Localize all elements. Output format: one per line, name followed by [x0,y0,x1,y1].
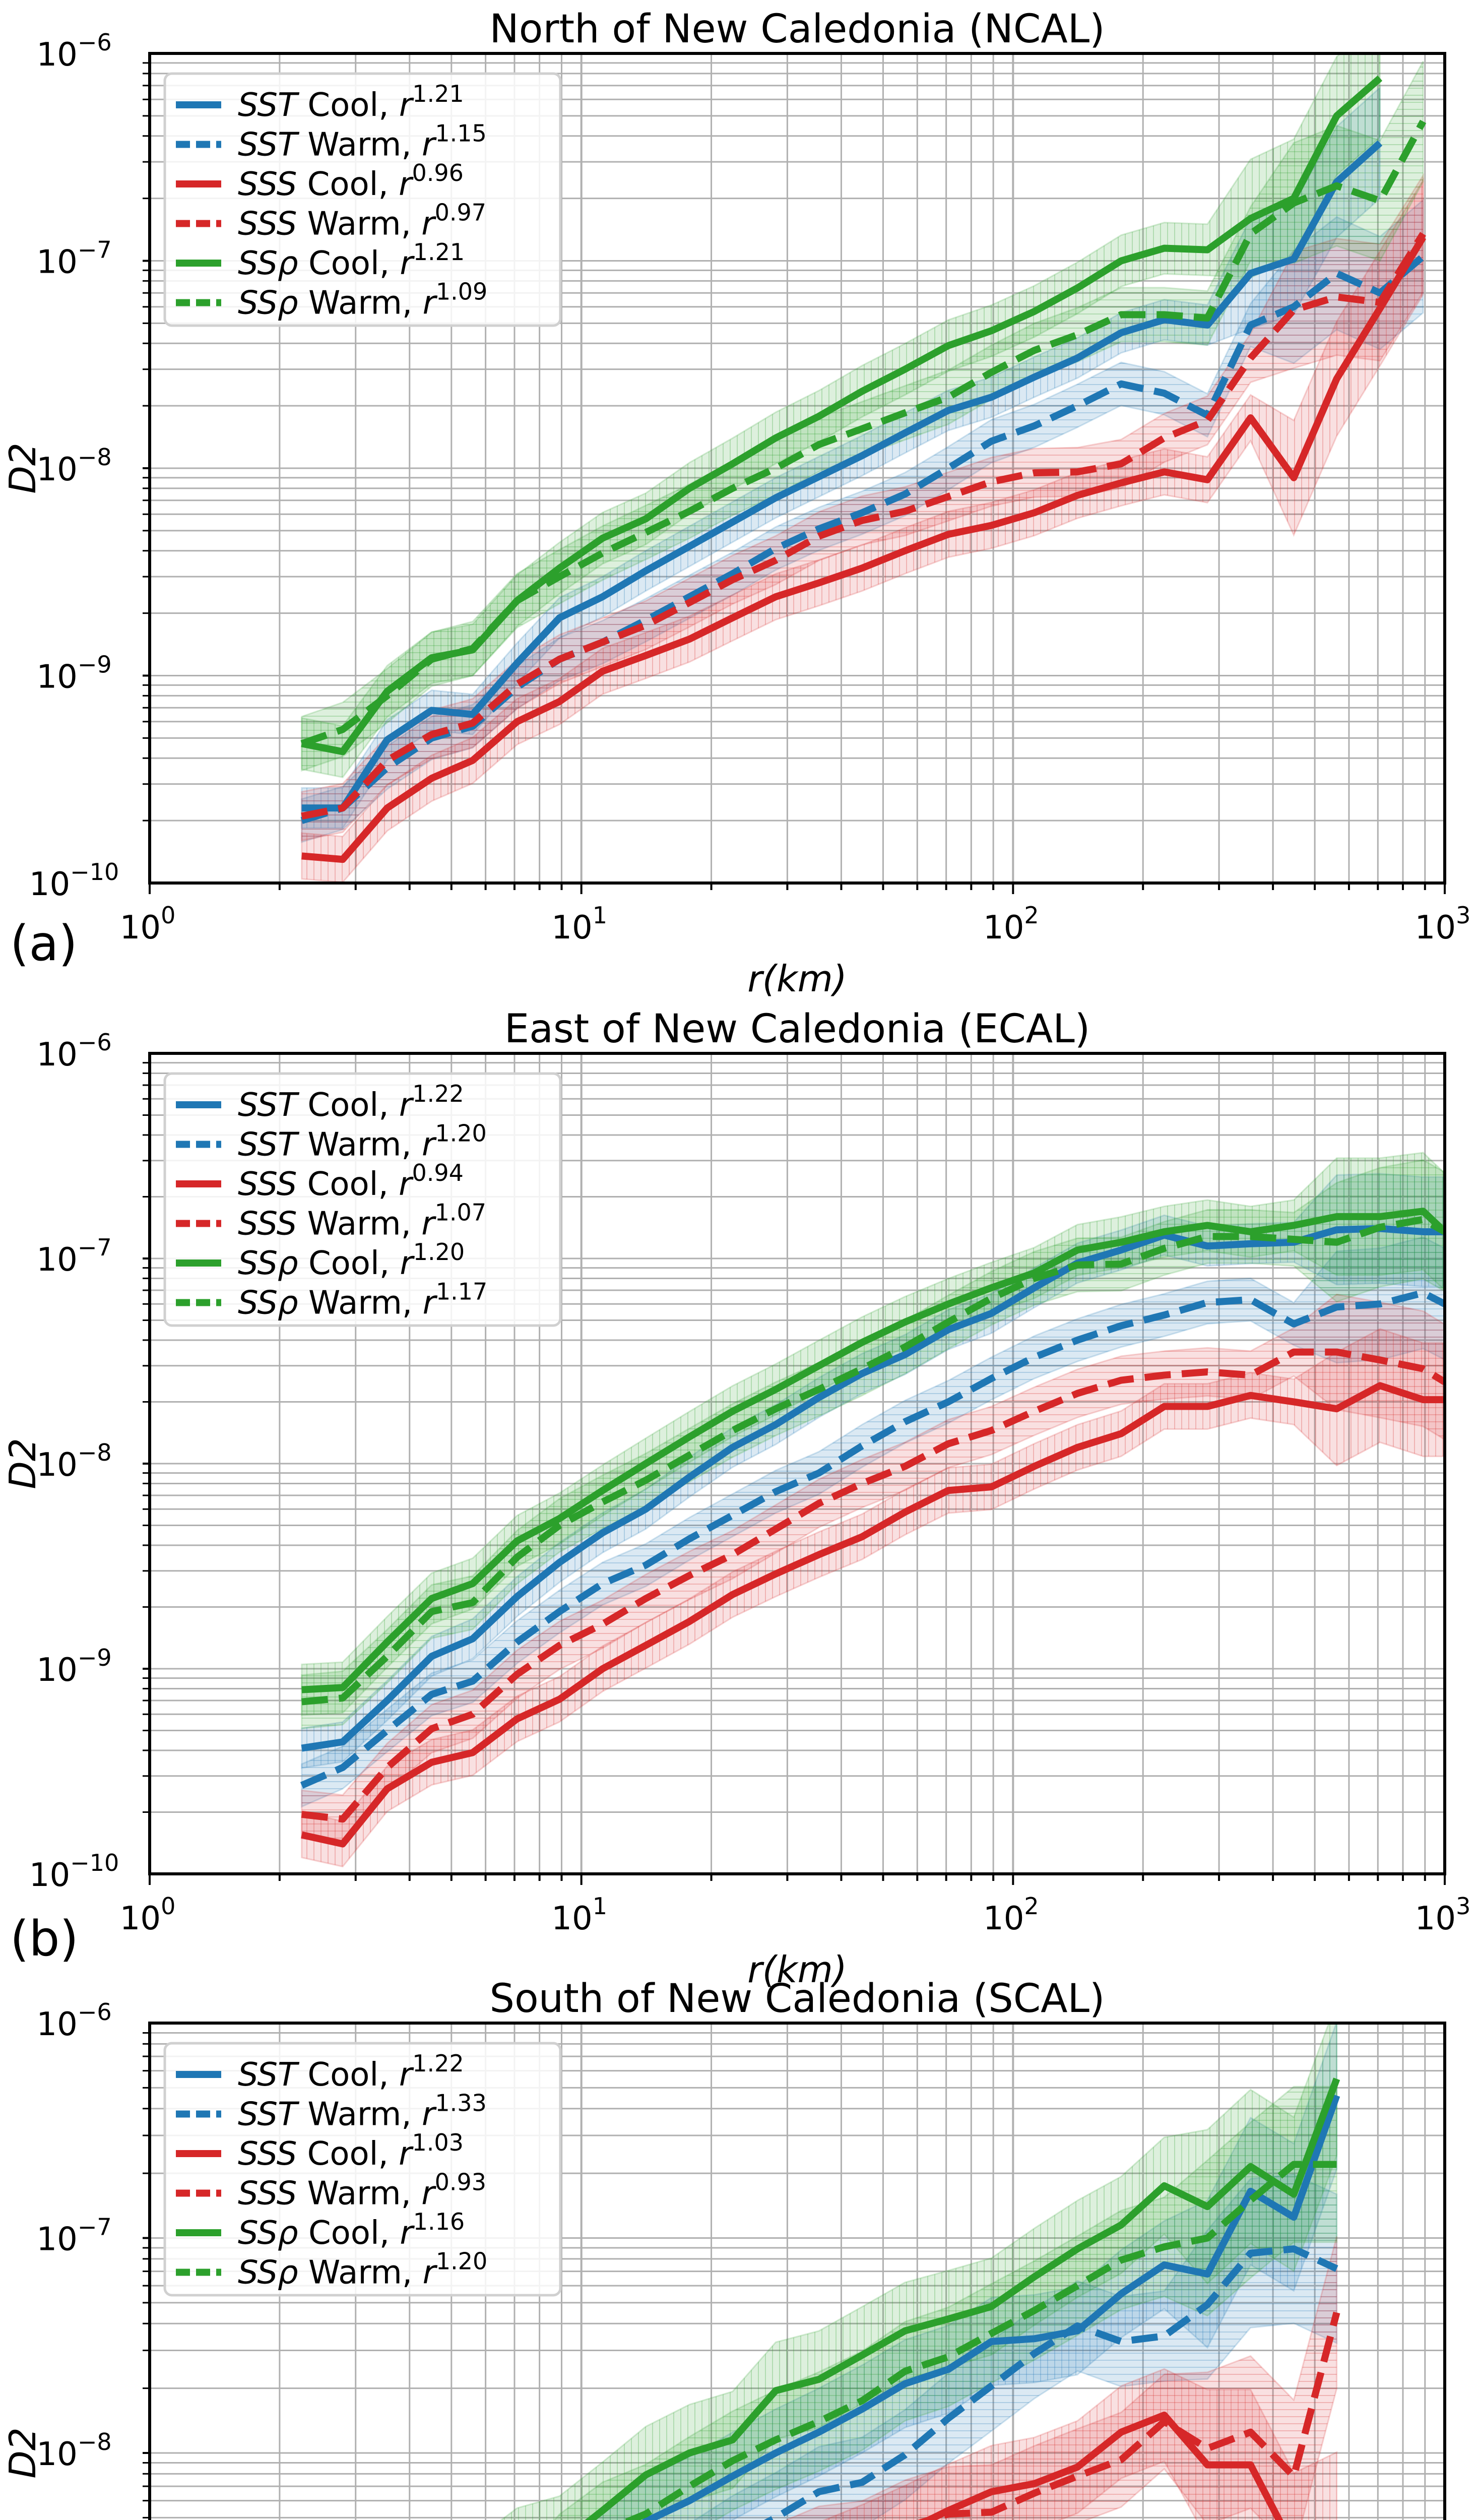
y-tick-label: 10−6 [36,1998,111,2043]
series-line-sss_warm [301,1348,1445,1823]
legend-label-ssr_warm: SSρ Warm, r1.17 [238,1278,487,1322]
x-tick-label: 100 [120,902,176,947]
legend-label-sss_cool: SSS Cool, r0.94 [238,1159,464,1203]
y-tick-label: 10−8 [36,444,111,488]
series-line-ssr_warm [300,119,1427,747]
legend-box [163,72,562,327]
x-axis-label: r(km) [747,958,847,1000]
y-tick-label: 10−7 [36,2214,111,2258]
legend-label-sst_cool: SST Cool, r1.22 [238,1080,464,1124]
confidence-band-ssr_warm [301,60,1424,772]
y-tick-label: 10−10 [29,858,119,903]
x-tick-label: 101 [551,902,607,947]
plot-area [500,2023,1340,2520]
panel-title: East of New Caledonia (ECAL) [504,1006,1090,1052]
legend-label-sss_warm: SSS Warm, r0.97 [238,199,486,243]
panel-letter: (a) [10,915,78,972]
series-line-ssr_cool [585,2077,1340,2520]
legend-label-sss_warm: SSS Warm, r0.93 [238,2169,486,2213]
legend-label-sss_cool: SSS Cool, r1.03 [238,2129,464,2173]
axes-frame [148,52,1446,885]
legend-label-ssr_cool: SSρ Cool, r1.16 [238,2208,465,2252]
y-axis-label: D2 [2,443,44,493]
series-line-ssr_warm [301,1216,1445,1706]
legend-label-sst_warm: SST Warm, r1.33 [238,2090,487,2133]
axes-frame [148,1052,1446,1875]
series-line-sst_cool [301,140,1383,812]
series-line-sss_cool [301,235,1427,863]
series-line-sss_warm [917,2311,1340,2520]
confidence-band-sss_warm [784,2236,1338,2520]
plot-area [300,53,1427,883]
y-tick-label: 10−6 [36,29,111,74]
series-line-sss_cool [921,2411,1283,2520]
series-line-sst_cool [301,1225,1445,1752]
x-axis-label: r(km) [747,1948,847,1991]
confidence-band-sss_warm [301,173,1424,842]
panel-title: North of New Caledonia (NCAL) [489,7,1105,52]
series-line-sst_cool [641,2094,1340,2520]
y-tick-label: 10−6 [36,1029,111,1074]
x-tick-label: 102 [983,902,1039,947]
series-line-ssr_warm [622,2161,1337,2520]
plot-area [300,1152,1445,1868]
x-tick-label: 100 [120,1893,176,1937]
x-tick-label: 102 [983,1893,1039,1937]
y-tick-label: 10−8 [36,2428,111,2473]
legend-label-ssr_cool: SSρ Cool, r1.21 [238,238,465,282]
panel-b: 100 101 102 103 10−10 10−9 10−8 10−7 10−6 East of… [2,1006,1470,1991]
series-line-sst_warm [764,2245,1338,2520]
series-line-sss_warm [301,232,1426,820]
y-tick-label: 10−9 [36,651,111,696]
legend-label-sst_cool: SST Cool, r1.21 [238,80,464,124]
legend-label-ssr_cool: SSρ Cool, r1.20 [238,1238,465,1282]
legend-label-sst_cool: SST Cool, r1.22 [238,2050,464,2094]
y-tick-label: 10−9 [36,1644,111,1689]
y-tick-label: 10−10 [29,1849,119,1894]
legend-label-sss_warm: SSS Warm, r1.07 [238,1199,486,1243]
y-tick-label: 10−7 [36,236,111,281]
legend-label-sss_cool: SSS Cool, r0.96 [238,159,464,203]
legend-box [163,2042,562,2297]
series-line-sst_warm [300,1289,1445,1789]
y-axis-label: D2 [2,1438,44,1489]
series-line-sst_warm [300,254,1426,824]
legend-label-ssr_warm: SSρ Warm, r1.20 [238,2248,487,2292]
x-tick-label: 101 [551,1893,607,1937]
axes-frame [148,2022,1446,2520]
legend-box [163,1072,562,1327]
panel-title: South of New Caledonia (SCAL) [490,1976,1105,2022]
x-tick-label: 103 [1415,1893,1471,1937]
y-tick-label: 10−7 [36,1234,111,1279]
legend-label-sst_warm: SST Warm, r1.20 [238,1120,487,1164]
panel-a: 100 101 102 103 10−10 10−9 10−8 10−7 10−6 North o… [2,7,1470,1000]
y-axis-label: D2 [2,2427,44,2478]
panel-letter: (b) [10,1911,79,1967]
legend-label-sst_warm: SST Warm, r1.15 [238,120,487,164]
y-tick-label: 10−8 [36,1439,111,1484]
legend-label-ssr_warm: SSρ Warm, r1.09 [238,278,487,322]
series-line-ssr_cool [301,1208,1445,1693]
series-line-sss_cool [301,1382,1445,1848]
confidence-band-ssr_warm [553,2086,1338,2520]
x-tick-label: 103 [1415,902,1471,947]
